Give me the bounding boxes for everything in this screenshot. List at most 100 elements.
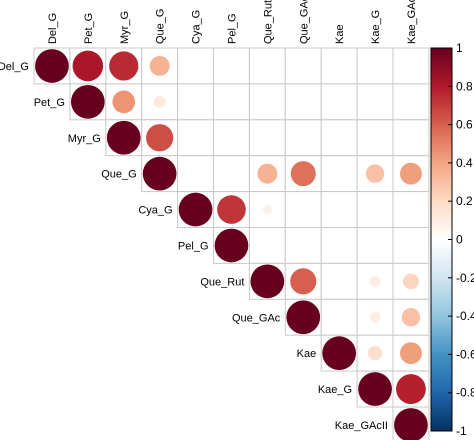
matrix-cell (320, 262, 358, 300)
column-label: Que_G (155, 9, 167, 44)
matrix-cell (177, 83, 215, 121)
matrix-cell (392, 83, 430, 121)
correlation-circle (396, 374, 426, 404)
column-label: Cya_G (191, 10, 203, 44)
matrix-cell (141, 83, 179, 121)
matrix-cell (248, 227, 286, 264)
matrix-cell (320, 298, 358, 336)
correlation-circle (365, 164, 385, 183)
colorbar-ticks: 1 0.8 0.6 0.4 0.2 0 -0.2 -0.4 -0.6 -0.8 -1 (448, 41, 474, 438)
correlation-circle (290, 161, 316, 187)
colorbar-tick-label: -0.6 (456, 347, 474, 361)
matrix-cell (320, 47, 358, 85)
matrix-cell (248, 119, 286, 157)
row-label: Que_Rut (200, 276, 244, 288)
matrix-cell (320, 155, 358, 193)
correlation-circle (35, 49, 69, 83)
row-label: Pet_G (34, 97, 65, 109)
correlation-circle (153, 96, 166, 108)
column-label: Kae_G (370, 10, 382, 44)
matrix-cell (213, 47, 250, 85)
column-label: Del_G (47, 13, 59, 44)
row-label: Kae_G (318, 384, 352, 396)
column-label: Kae (334, 24, 346, 44)
correlation-circle (367, 345, 383, 361)
matrix-cell (213, 83, 250, 121)
correlation-circle (369, 311, 381, 323)
colorbar-tick-label: 0 (456, 233, 463, 247)
column-labels: Del_G Pet_G Myr_G Que_G Cya_G Pel_G Que_Rut Que… (47, 0, 418, 44)
row-label: Cya_G (138, 205, 172, 217)
correlation-circle (257, 163, 278, 184)
column-label: Myr_G (119, 11, 131, 44)
matrix-cell (248, 83, 286, 121)
colorbar-tick-label: -0.2 (456, 271, 474, 285)
correlation-circle (106, 120, 141, 155)
column-label: Kae_GAcII (406, 0, 418, 44)
colorbar-tick-label: -1 (456, 424, 467, 438)
correlation-circle (109, 51, 139, 81)
correlation-circle (70, 84, 105, 119)
matrix-cell (392, 191, 430, 229)
matrix-cell (177, 119, 215, 157)
matrix-cell (392, 47, 430, 85)
matrix-cell (356, 83, 394, 121)
correlation-circle (369, 276, 381, 287)
column-label: Que_Rut (262, 0, 274, 44)
correlation-circle (214, 228, 249, 263)
matrix-cell (177, 47, 215, 85)
correlation-circle (394, 408, 428, 440)
row-label: Kae (297, 348, 317, 360)
correlation-circle (72, 50, 104, 82)
column-label: Pel_G (226, 13, 238, 44)
correlation-circle (146, 124, 174, 152)
column-label: Pet_G (83, 13, 95, 44)
correlation-circle (403, 273, 419, 290)
colorbar-tick-label: 0.6 (456, 118, 473, 132)
correlation-circle (322, 336, 357, 371)
row-label: Pel_G (178, 240, 209, 252)
matrix-cell (356, 191, 394, 229)
matrix-cell (320, 83, 358, 121)
matrix-cell (284, 191, 322, 229)
matrix-cell (392, 119, 430, 157)
correlation-circle (358, 372, 392, 406)
matrix-cell (284, 119, 322, 157)
correlation-circle (178, 192, 213, 227)
row-label: Kae_GAcII (335, 420, 388, 432)
colorbar: 1 0.8 0.6 0.4 0.2 0 -0.2 -0.4 -0.6 -0.8 -1 (430, 41, 474, 438)
matrix-cell (284, 83, 322, 121)
matrix-cell (356, 227, 394, 264)
correlation-circle (286, 300, 321, 335)
colorbar-tick-label: -0.8 (456, 386, 474, 400)
row-labels: Del_G Pet_G Myr_G Que_G Cya_G Pel_G Que_Rut Que… (0, 61, 388, 432)
correlation-circle (400, 162, 422, 185)
correlation-circle (262, 204, 273, 215)
correlation-circle (400, 342, 422, 365)
matrix-cell (284, 227, 322, 264)
row-label: Myr_G (68, 133, 101, 145)
matrix-cell (356, 47, 394, 85)
column-label: Que_GAc (298, 0, 310, 44)
correlation-circle (250, 264, 285, 299)
colorbar-tick-label: -0.4 (456, 309, 474, 323)
correlation-circle (149, 55, 170, 76)
row-label: Que_G (101, 169, 136, 181)
matrix-cell (392, 227, 430, 264)
correlation-circle (401, 308, 421, 327)
row-label: Del_G (0, 61, 29, 73)
colorbar-tick-label: 1 (456, 41, 463, 55)
matrix-cell (284, 47, 322, 85)
matrix-cell (356, 119, 394, 157)
correlation-circle (142, 156, 177, 191)
matrix-cell (213, 155, 250, 193)
correlation-circle (217, 195, 246, 224)
correlation-circle (112, 90, 136, 114)
colorbar-tick-label: 0.8 (456, 79, 473, 93)
colorbar-tick-label: 0.4 (456, 156, 473, 170)
matrix-cell (320, 119, 358, 157)
correlation-circle (290, 268, 317, 295)
correlation-circles (35, 49, 428, 440)
matrix-cell (248, 47, 286, 85)
